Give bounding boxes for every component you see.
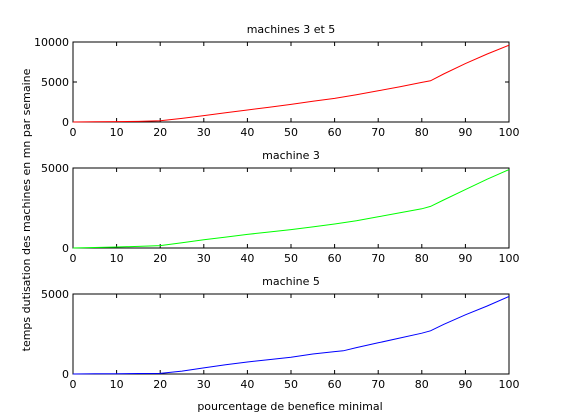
- x-tick-label: 20: [153, 378, 167, 391]
- x-tick-label: 0: [70, 252, 77, 265]
- series-line: [72, 44, 510, 123]
- x-tick-label: 70: [371, 252, 385, 265]
- figure-x-axis-label: pourcentage de benefice minimal: [197, 400, 382, 413]
- series-line: [72, 169, 510, 249]
- series-line: [72, 295, 510, 375]
- x-tick-label: 0: [70, 126, 77, 139]
- x-tick-label: 30: [197, 252, 211, 265]
- x-tick-label: 70: [371, 378, 385, 391]
- x-tick-label: 60: [328, 378, 342, 391]
- x-tick-label: 50: [284, 378, 298, 391]
- subplot-1: machines 3 et 5 0 10 20 30 40 50 60 70 80 90 100 0 50…: [34, 23, 520, 139]
- plot-area: [72, 167, 510, 249]
- subplot-title: machine 5: [262, 275, 320, 288]
- y-tick-label: 10000: [34, 36, 69, 49]
- x-tick-label: 10: [110, 252, 124, 265]
- x-tick-label: 90: [458, 378, 472, 391]
- x-tick-label: 60: [328, 252, 342, 265]
- subplot-title: machines 3 et 5: [247, 23, 336, 36]
- x-tick-label: 50: [284, 126, 298, 139]
- x-tick-label: 40: [240, 126, 254, 139]
- x-tick-label: 90: [458, 126, 472, 139]
- x-tick-label: 80: [415, 126, 429, 139]
- x-tick-label: 100: [499, 252, 520, 265]
- x-tick-label: 100: [499, 378, 520, 391]
- x-tick-label: 100: [499, 126, 520, 139]
- subplot-3: machine 5 0 10 20 30 40 50 60 70 80 90 100 0 5000: [41, 275, 520, 391]
- x-tick-label: 10: [110, 378, 124, 391]
- x-tick-label: 40: [240, 378, 254, 391]
- x-tick-label: 50: [284, 252, 298, 265]
- x-tick-label: 20: [153, 252, 167, 265]
- x-tick-label: 20: [153, 126, 167, 139]
- y-tick-label: 0: [62, 368, 69, 381]
- x-tick-label: 40: [240, 252, 254, 265]
- plot-area: [72, 293, 510, 375]
- y-tick-label: 0: [62, 116, 69, 129]
- subplot-title: machine 3: [262, 149, 320, 162]
- y-tick-label: 5000: [41, 76, 69, 89]
- x-tick-label: 70: [371, 126, 385, 139]
- x-tick-label: 30: [197, 126, 211, 139]
- x-tick-label: 30: [197, 378, 211, 391]
- x-tick-label: 60: [328, 126, 342, 139]
- x-tick-label: 80: [415, 252, 429, 265]
- plot-area: [72, 41, 510, 123]
- y-tick-label: 5000: [41, 162, 69, 175]
- x-tick-label: 80: [415, 378, 429, 391]
- x-tick-label: 90: [458, 252, 472, 265]
- x-tick-label: 10: [110, 126, 124, 139]
- figure-y-axis-label: temps dutisation des machines en mn par …: [20, 68, 33, 351]
- subplot-2: machine 3 0 10 20 30 40 50 60 70 80 90 100 0 5000: [41, 149, 520, 265]
- x-tick-label: 0: [70, 378, 77, 391]
- y-tick-label: 5000: [41, 288, 69, 301]
- y-tick-label: 0: [62, 242, 69, 255]
